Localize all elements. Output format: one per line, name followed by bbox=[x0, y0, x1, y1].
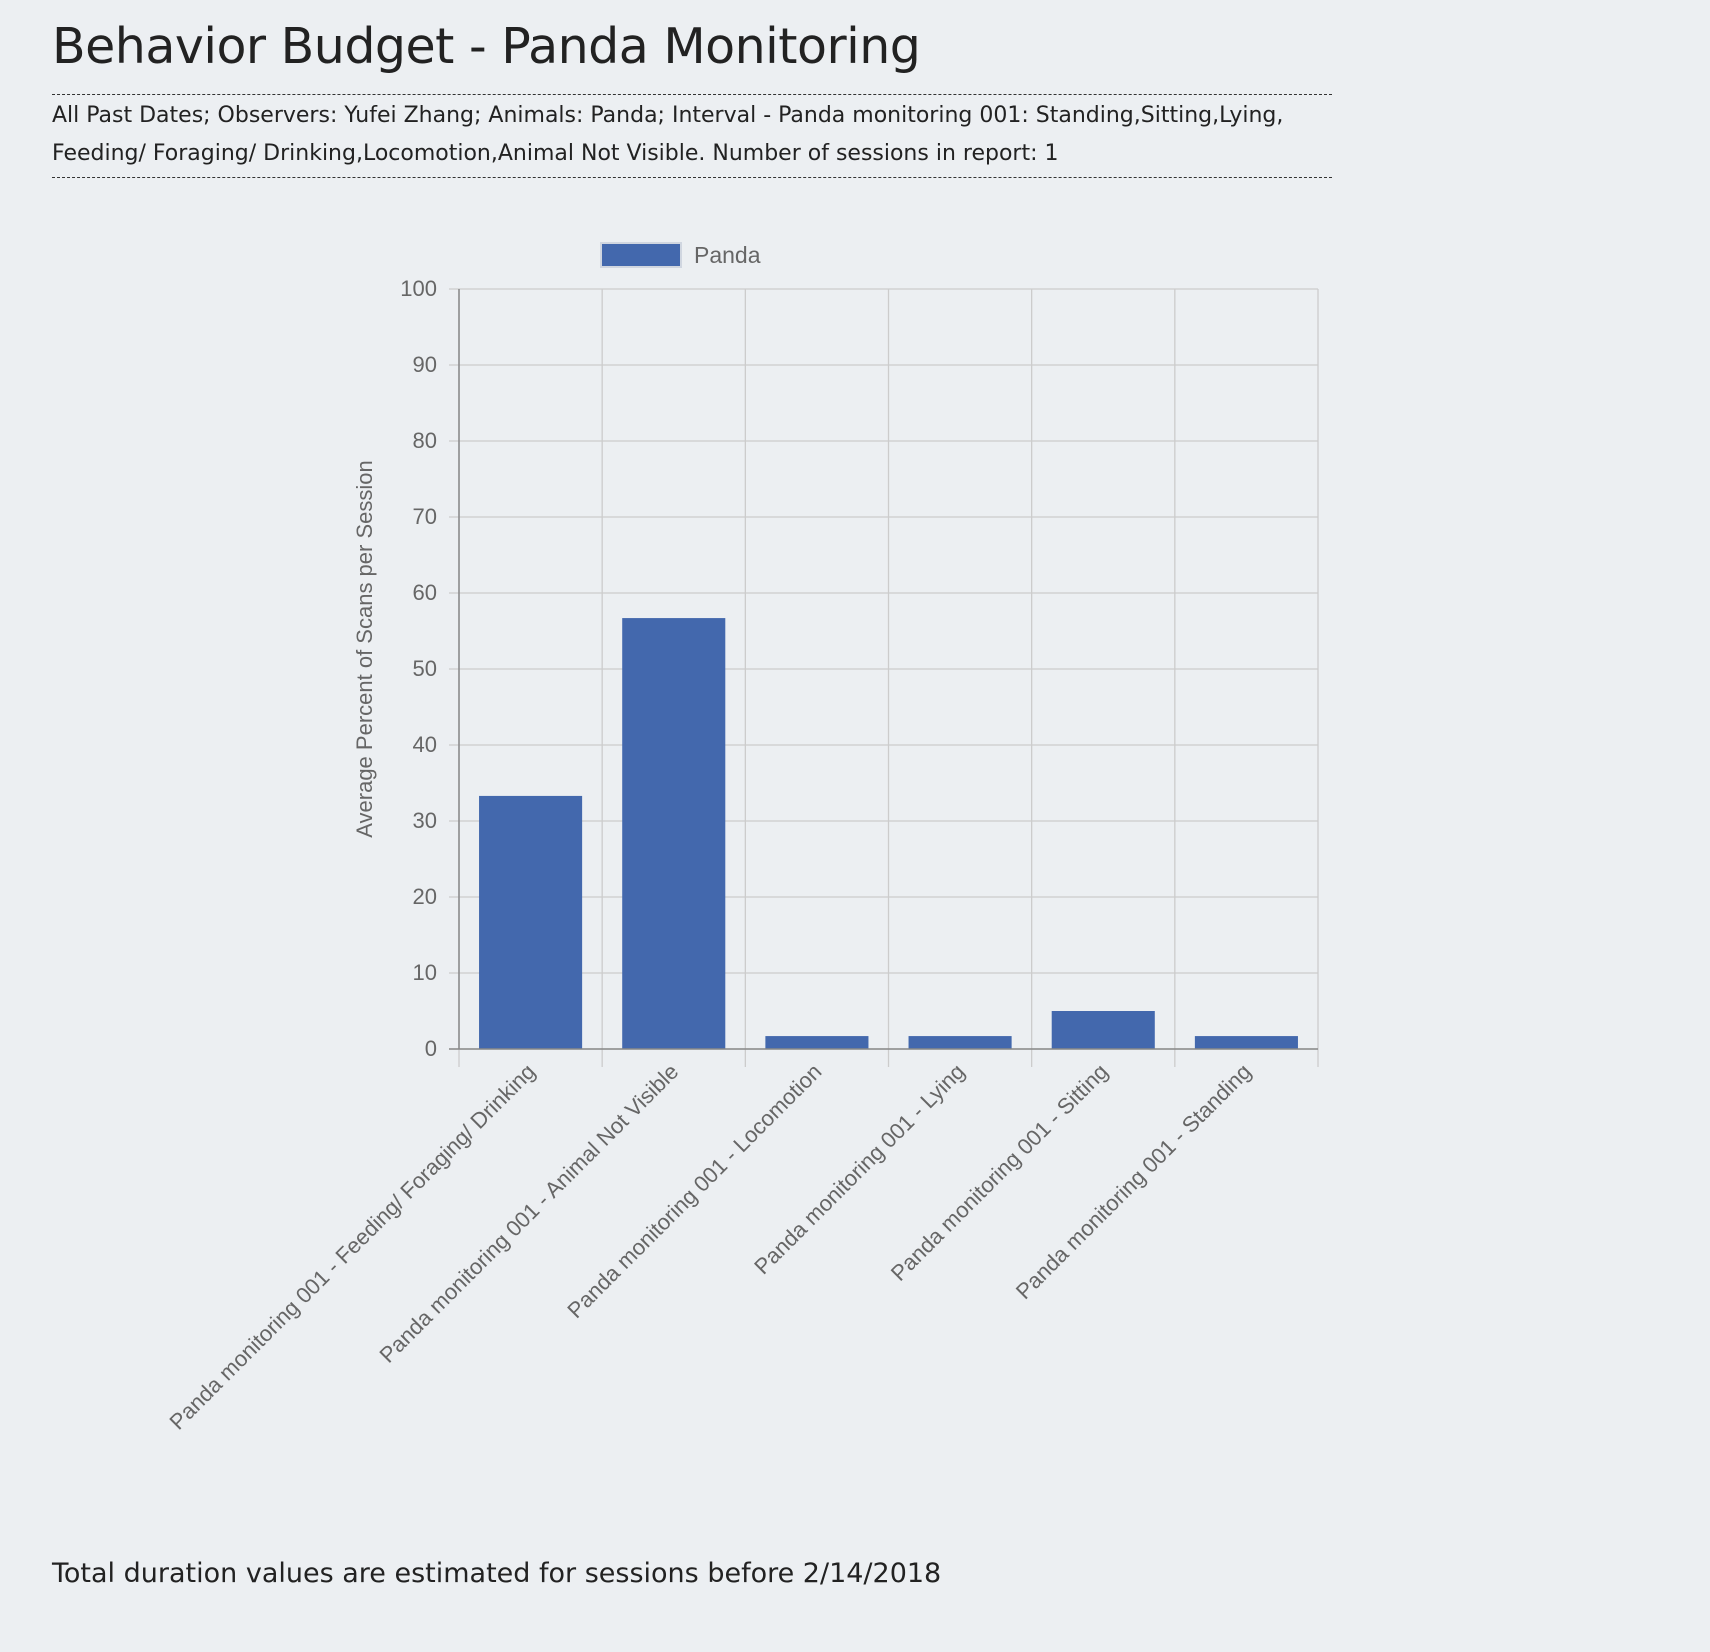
y-axis-label: Average Percent of Scans per Session bbox=[352, 460, 377, 837]
x-tick-label: Panda monitoring 001 - Animal Not Visibl… bbox=[374, 1059, 683, 1368]
x-tick-labels: Panda monitoring 001 - Feeding/ Foraging… bbox=[164, 1059, 1256, 1435]
y-tick-label: 50 bbox=[413, 656, 437, 681]
report-summary: All Past Dates; Observers: Yufei Zhang; … bbox=[52, 94, 1332, 178]
y-tick-label: 0 bbox=[425, 1036, 437, 1061]
bar-6[interactable] bbox=[1194, 1036, 1298, 1049]
chart-bars bbox=[479, 618, 1298, 1049]
x-tick-label: Panda monitoring 001 - Standing bbox=[1011, 1059, 1256, 1304]
chart-legend[interactable]: Panda bbox=[600, 242, 761, 268]
y-tick-label: 90 bbox=[413, 352, 437, 377]
bar-3[interactable] bbox=[765, 1036, 869, 1049]
bar-chart: 0 10 20 30 40 50 60 70 80 90 100 Panda monitoring … bbox=[164, 242, 1319, 1435]
bar-1[interactable] bbox=[479, 795, 583, 1049]
y-tick-label: 60 bbox=[413, 580, 437, 605]
legend-label-panda: Panda bbox=[694, 242, 761, 268]
y-tick-label: 10 bbox=[413, 960, 437, 985]
y-tick-label: 30 bbox=[413, 808, 437, 833]
y-tick-label: 100 bbox=[400, 276, 437, 301]
chart-axes bbox=[449, 289, 1318, 1050]
bar-5[interactable] bbox=[1051, 1011, 1155, 1049]
y-tick-label: 70 bbox=[413, 504, 437, 529]
x-tick-label: Panda monitoring 001 - Locomotion bbox=[562, 1059, 826, 1323]
page-title: Behavior Budget - Panda Monitoring bbox=[52, 18, 921, 75]
legend-swatch-panda bbox=[600, 242, 682, 268]
y-tick-label: 80 bbox=[413, 428, 437, 453]
y-tick-labels: 0 10 20 30 40 50 60 70 80 90 100 bbox=[400, 276, 437, 1061]
y-tick-label: 20 bbox=[413, 884, 437, 909]
footnote: Total duration values are estimated for … bbox=[52, 1558, 942, 1589]
bar-2[interactable] bbox=[622, 618, 726, 1049]
y-tick-label: 40 bbox=[413, 732, 437, 757]
bar-4[interactable] bbox=[908, 1036, 1012, 1049]
